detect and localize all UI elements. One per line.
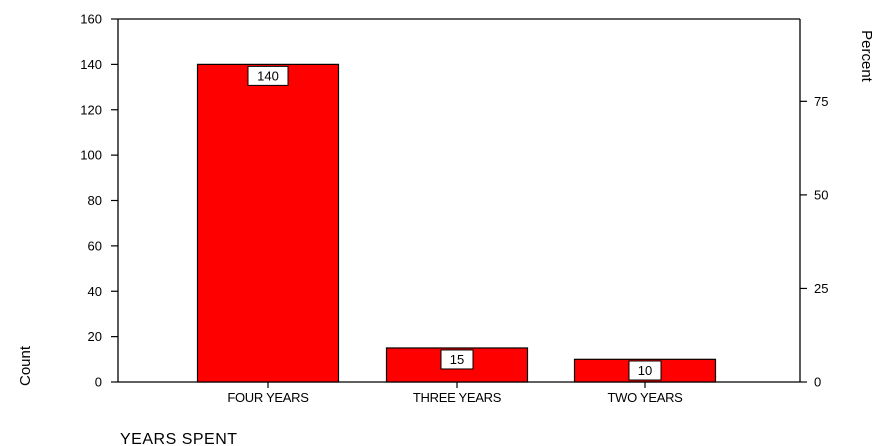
x-tick-label: FOUR YEARS xyxy=(227,390,309,405)
data-label: 10 xyxy=(638,363,652,378)
y-tick-label: 120 xyxy=(80,102,102,117)
x-axis-title: YEARS SPENT xyxy=(120,431,238,446)
left-y-ticks: 0 20 40 60 80 100 120 140 160 xyxy=(80,12,118,390)
y-tick-label: 40 xyxy=(88,284,102,299)
y2-tick-label: 50 xyxy=(814,187,828,202)
y-tick-label: 80 xyxy=(88,193,102,208)
y-tick-label: 160 xyxy=(80,12,102,27)
y2-axis-title: Percent xyxy=(858,30,875,83)
y-tick-label: 140 xyxy=(80,57,102,72)
y2-tick-label: 0 xyxy=(814,375,821,390)
right-y-ticks: 0 25 50 75 xyxy=(800,94,828,390)
data-labels: 140 15 10 xyxy=(247,65,662,381)
data-label-box xyxy=(628,360,662,381)
data-label-box xyxy=(440,349,474,370)
y-tick-label: 20 xyxy=(88,329,102,344)
data-label-box xyxy=(247,65,289,86)
y2-tick-label: 75 xyxy=(814,94,828,109)
x-category-labels: FOUR YEARS THREE YEARS TWO YEARS xyxy=(227,382,683,405)
data-label: 15 xyxy=(450,352,464,367)
bar xyxy=(196,63,340,383)
y-axis-title: Count xyxy=(17,345,34,386)
data-label: 140 xyxy=(257,68,279,83)
y-tick-label: 60 xyxy=(88,238,102,253)
bars xyxy=(196,63,717,383)
x-tick-label: TWO YEARS xyxy=(607,390,683,405)
x-tick-label: THREE YEARS xyxy=(413,390,502,405)
y2-tick-label: 25 xyxy=(814,281,828,296)
y-tick-label: 0 xyxy=(95,375,102,390)
y-tick-label: 100 xyxy=(80,148,102,163)
